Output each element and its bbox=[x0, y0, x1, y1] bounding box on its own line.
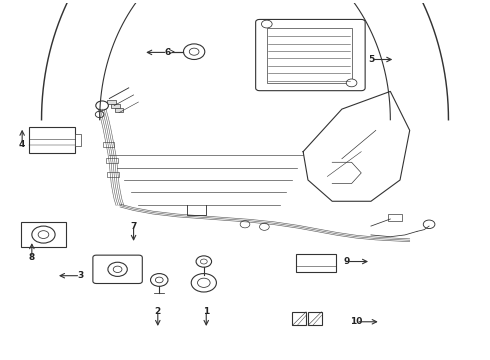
Bar bbox=[21, 222, 66, 247]
Circle shape bbox=[96, 111, 104, 118]
Bar bbox=[388, 215, 402, 221]
Circle shape bbox=[197, 278, 210, 287]
Text: 7: 7 bbox=[130, 221, 137, 230]
Bar bbox=[107, 100, 116, 104]
Circle shape bbox=[96, 101, 108, 110]
Bar bbox=[111, 104, 120, 108]
Circle shape bbox=[32, 226, 55, 243]
Text: 2: 2 bbox=[155, 307, 161, 316]
Text: 8: 8 bbox=[29, 253, 35, 262]
Bar bbox=[29, 127, 75, 153]
Circle shape bbox=[423, 220, 435, 229]
Circle shape bbox=[196, 256, 212, 267]
Circle shape bbox=[346, 79, 357, 87]
Bar bbox=[102, 142, 114, 147]
FancyBboxPatch shape bbox=[93, 255, 142, 283]
Circle shape bbox=[38, 231, 49, 238]
Circle shape bbox=[150, 274, 168, 286]
Text: 1: 1 bbox=[203, 307, 209, 316]
Bar bbox=[293, 312, 306, 325]
Text: 5: 5 bbox=[368, 55, 374, 64]
Bar bbox=[267, 28, 352, 83]
Bar bbox=[75, 134, 81, 146]
Circle shape bbox=[260, 223, 269, 230]
Bar bbox=[107, 172, 119, 177]
Circle shape bbox=[262, 20, 272, 28]
Circle shape bbox=[113, 266, 122, 273]
FancyBboxPatch shape bbox=[256, 19, 365, 91]
Bar bbox=[308, 312, 321, 325]
Circle shape bbox=[191, 274, 217, 292]
Text: 4: 4 bbox=[19, 140, 25, 149]
Text: 10: 10 bbox=[350, 317, 363, 326]
Bar bbox=[296, 254, 336, 272]
Circle shape bbox=[240, 221, 250, 228]
Circle shape bbox=[155, 277, 163, 283]
Circle shape bbox=[183, 44, 205, 59]
Bar bbox=[106, 158, 118, 163]
Text: 6: 6 bbox=[164, 48, 171, 57]
Circle shape bbox=[200, 259, 207, 264]
Bar bbox=[115, 108, 123, 112]
Text: 9: 9 bbox=[343, 257, 350, 266]
Text: 3: 3 bbox=[77, 271, 83, 280]
Circle shape bbox=[189, 48, 199, 55]
Circle shape bbox=[108, 262, 127, 276]
